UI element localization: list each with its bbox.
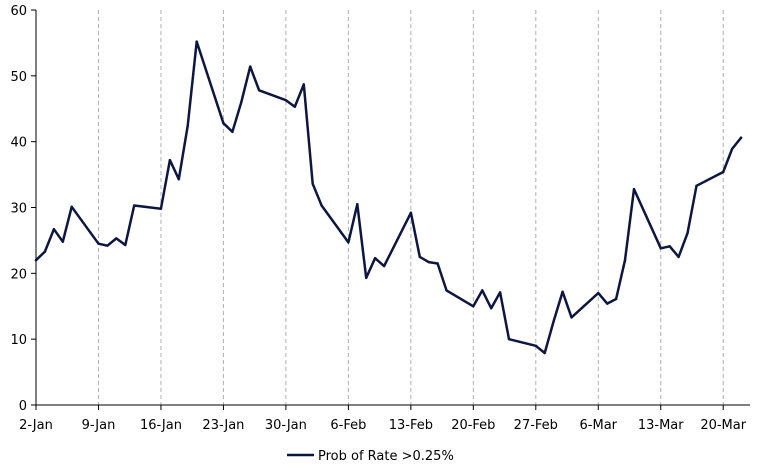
data-point xyxy=(427,260,430,264)
data-point xyxy=(159,207,163,211)
data-point xyxy=(284,98,288,102)
data-point xyxy=(552,320,555,323)
data-point xyxy=(231,130,234,133)
x-tick-label: 9-Jan xyxy=(82,418,116,433)
y-tick-label: 0 xyxy=(19,399,27,414)
x-tick-label: 13-Feb xyxy=(389,418,433,433)
data-point xyxy=(302,83,305,86)
legend: Prob of Rate >0.25% xyxy=(287,449,454,464)
x-tick-label: 27-Feb xyxy=(514,418,558,433)
y-tick-label: 40 xyxy=(10,136,27,151)
data-point xyxy=(195,40,198,43)
data-point xyxy=(70,205,73,209)
series-line-prob-of-rate xyxy=(34,40,743,355)
data-point xyxy=(436,262,439,265)
y-tick-label: 30 xyxy=(10,202,27,217)
data-point xyxy=(356,203,359,206)
data-point xyxy=(498,291,502,294)
x-tick-label: 6-Feb xyxy=(330,418,366,433)
data-point xyxy=(507,337,511,341)
x-tick-label: 6-Mar xyxy=(580,418,618,433)
data-point xyxy=(677,255,680,259)
data-point xyxy=(61,240,64,243)
data-point xyxy=(481,289,484,292)
data-point xyxy=(347,241,350,244)
x-tick-label: 13-Mar xyxy=(638,418,684,433)
y-tick-label: 10 xyxy=(10,333,27,348)
data-point xyxy=(722,170,725,174)
data-point xyxy=(623,258,627,262)
data-point xyxy=(43,250,47,253)
data-point xyxy=(543,351,546,355)
y-tick-label: 60 xyxy=(10,4,27,19)
data-point xyxy=(695,184,698,187)
data-point xyxy=(34,258,38,262)
x-tick-label: 30-Jan xyxy=(265,418,307,433)
data-point xyxy=(311,182,314,185)
x-tick-label: 23-Jan xyxy=(202,418,244,433)
data-point xyxy=(293,105,297,108)
data-point xyxy=(597,291,600,295)
data-point xyxy=(561,290,564,293)
data-point xyxy=(249,65,252,68)
data-point xyxy=(614,297,618,301)
x-axis-ticks: 2-Jan 9-Jan 16-Jan 23-Jan 30-Jan 6-Feb 13-Feb 2… xyxy=(19,405,747,433)
y-axis-ticks: 0 10 20 30 40 50 60 xyxy=(10,4,36,414)
data-point xyxy=(382,264,386,268)
data-point xyxy=(124,243,127,247)
x-tick-label: 20-Mar xyxy=(700,418,746,433)
x-tick-label: 20-Feb xyxy=(451,418,495,433)
data-point xyxy=(739,136,743,139)
legend-label: Prob of Rate >0.25% xyxy=(318,449,454,464)
data-point xyxy=(222,122,225,125)
data-point xyxy=(570,316,573,319)
data-point xyxy=(97,242,100,245)
data-point xyxy=(373,256,377,260)
x-tick-label: 16-Jan xyxy=(140,418,182,433)
data-point xyxy=(132,204,136,207)
data-point xyxy=(177,177,180,181)
data-point xyxy=(659,247,662,250)
data-point xyxy=(632,187,636,191)
data-point xyxy=(418,255,421,259)
y-tick-label: 20 xyxy=(10,267,27,282)
data-point xyxy=(115,237,118,240)
data-point xyxy=(606,302,609,305)
data-point xyxy=(52,228,56,231)
y-tick-label: 50 xyxy=(10,70,27,85)
data-point xyxy=(240,100,243,104)
data-point xyxy=(686,231,689,235)
data-point xyxy=(534,344,537,347)
data-point xyxy=(186,124,189,128)
data-point xyxy=(668,245,671,248)
data-point xyxy=(106,244,109,247)
data-point xyxy=(365,276,368,280)
data-point xyxy=(730,147,734,151)
data-point xyxy=(472,305,475,308)
data-point xyxy=(320,204,323,207)
data-point xyxy=(168,158,172,162)
series-group xyxy=(34,40,743,355)
vertical-grid-lines xyxy=(97,10,724,405)
data-point xyxy=(489,307,493,310)
data-point xyxy=(409,211,413,214)
x-tick-label: 2-Jan xyxy=(19,418,53,433)
data-point xyxy=(445,289,448,292)
data-point xyxy=(257,89,261,92)
